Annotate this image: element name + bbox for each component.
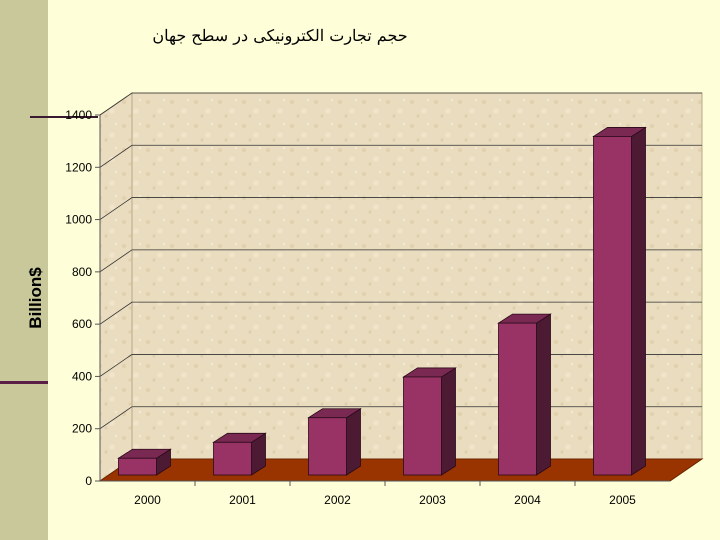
bar: [212, 432, 267, 476]
gridline: [99, 92, 702, 116]
y-tick-label: 800: [72, 265, 92, 279]
bar-front: [403, 376, 442, 476]
decorative-rule-top: [30, 116, 98, 118]
bar: [117, 448, 172, 476]
bar-side: [536, 313, 551, 476]
bar: [497, 313, 552, 476]
bar-front: [308, 417, 347, 476]
x-tick-label: 2004: [514, 493, 541, 507]
bar-front: [118, 457, 157, 476]
slide-title: حجم تجارت الکترونیکی در سطح جهان: [152, 26, 408, 45]
bar-front: [213, 441, 252, 476]
y-tick-label: 1200: [65, 160, 92, 174]
bar-front: [593, 136, 632, 476]
bar-side: [346, 408, 361, 476]
gridline: [99, 197, 702, 220]
y-tick-label: 200: [72, 422, 92, 436]
x-tick-label: 2005: [609, 493, 636, 507]
x-tick-label: 2001: [229, 493, 256, 507]
bar: [592, 126, 647, 476]
bar-side: [441, 367, 456, 476]
gridline: [99, 249, 702, 273]
gridline: [99, 144, 702, 168]
decorative-rule-bottom: [0, 381, 48, 384]
axes: [95, 114, 670, 486]
bar: [307, 408, 362, 476]
bars: [117, 126, 647, 476]
y-tick-label: 1400: [65, 108, 92, 122]
y-tick-label: 1000: [65, 213, 92, 227]
x-tick-label: 2003: [419, 493, 446, 507]
bar: [402, 367, 457, 476]
bar-front: [498, 322, 537, 476]
y-tick-label: 600: [72, 317, 92, 331]
bar-side: [631, 126, 646, 476]
y-tick-labels: 0 200 400 600 800 1000 1200 1400: [65, 108, 92, 488]
x-tick-label: 2000: [134, 493, 161, 507]
y-tick-label: 400: [72, 369, 92, 383]
side-decoration-strip: [0, 0, 48, 540]
gridline: [99, 301, 702, 325]
x-tick-labels: 2000 2001 2002 2003 2004 2005: [134, 493, 636, 507]
y-tick-label: 0: [85, 474, 92, 488]
side-wall: [99, 92, 133, 482]
x-tick-label: 2002: [324, 493, 351, 507]
